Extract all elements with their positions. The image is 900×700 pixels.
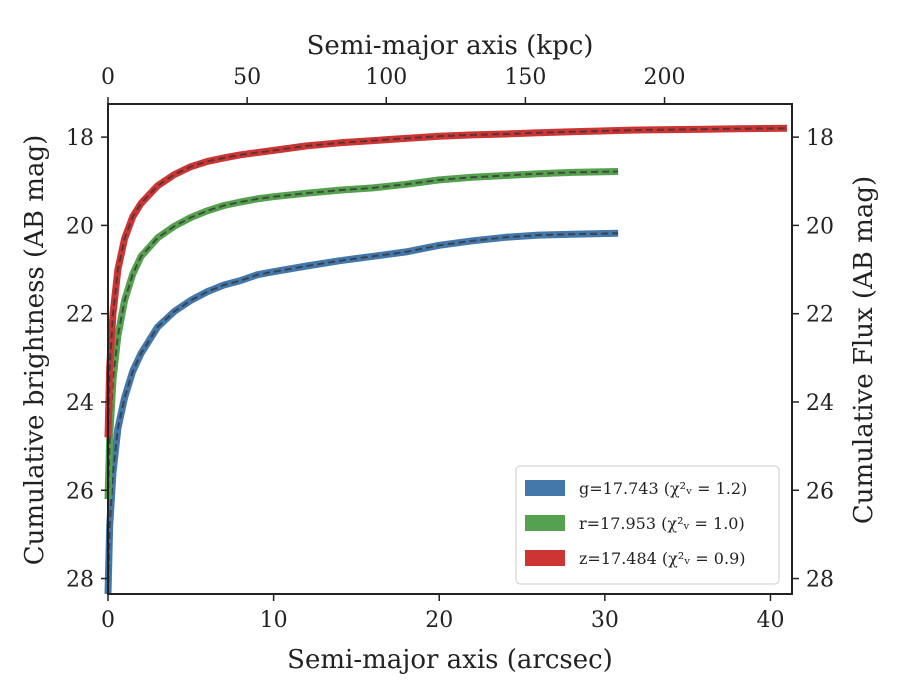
y2-tick-label: 26 (806, 479, 834, 504)
y-tick-label: 28 (66, 568, 94, 593)
x-tick-label: 40 (756, 608, 784, 633)
y2-tick-label: 28 (806, 568, 834, 593)
y2-tick-label: 22 (806, 303, 834, 328)
legend-label-2: z=17.484 (χ²ᵥ = 0.9) (579, 549, 745, 568)
legend-label-0: g=17.743 (χ²ᵥ = 1.2) (579, 479, 747, 498)
axes-frame (107, 103, 793, 595)
series-model-2 (107, 127, 788, 438)
y-axis-label: Cumulative brightness (AB mag) (20, 135, 50, 566)
x2-tick-label: 100 (365, 65, 407, 90)
legend-frame (515, 465, 780, 585)
x2-tick-label: 200 (644, 65, 686, 90)
y-tick-label: 18 (66, 126, 94, 151)
x-axis-label: Semi-major axis (arcsec) (287, 645, 613, 675)
legend-swatch-1 (525, 515, 565, 531)
frame (107, 103, 793, 595)
x2-tick-label: 50 (233, 65, 261, 90)
legend-swatch-0 (525, 480, 565, 496)
series-model-0 (107, 232, 619, 595)
x2-tick-label: 150 (504, 65, 546, 90)
x-tick-label: 20 (425, 608, 453, 633)
y-tick-label: 20 (66, 214, 94, 239)
y-tick-label: 24 (66, 391, 94, 416)
ticks-layer: 0 10 20 30 40 0 50 100 150 200 18 18 20 20 22 22 24 24 26 2… (66, 65, 834, 633)
series-layer (104, 124, 788, 595)
x2-tick-label: 0 (101, 65, 115, 90)
y2-tick-label: 18 (806, 126, 834, 151)
y-tick-label: 22 (66, 303, 94, 328)
legend: g=17.743 (χ²ᵥ = 1.2) r=17.953 (χ²ᵥ = 1.0)… (515, 465, 780, 585)
y2-tick-label: 20 (806, 214, 834, 239)
y2-tick-label: 24 (806, 391, 834, 416)
legend-label-1: r=17.953 (χ²ᵥ = 1.0) (579, 514, 745, 533)
y2-axis-label: Cumulative Flux (AB mag) (849, 176, 879, 524)
x-tick-label: 10 (260, 608, 288, 633)
legend-swatch-2 (525, 550, 565, 566)
x2-axis-label: Semi-major axis (kpc) (307, 31, 594, 61)
x-tick-label: 0 (101, 608, 115, 633)
series-model-1 (107, 170, 619, 500)
y-tick-label: 26 (66, 479, 94, 504)
x-tick-label: 30 (591, 608, 619, 633)
